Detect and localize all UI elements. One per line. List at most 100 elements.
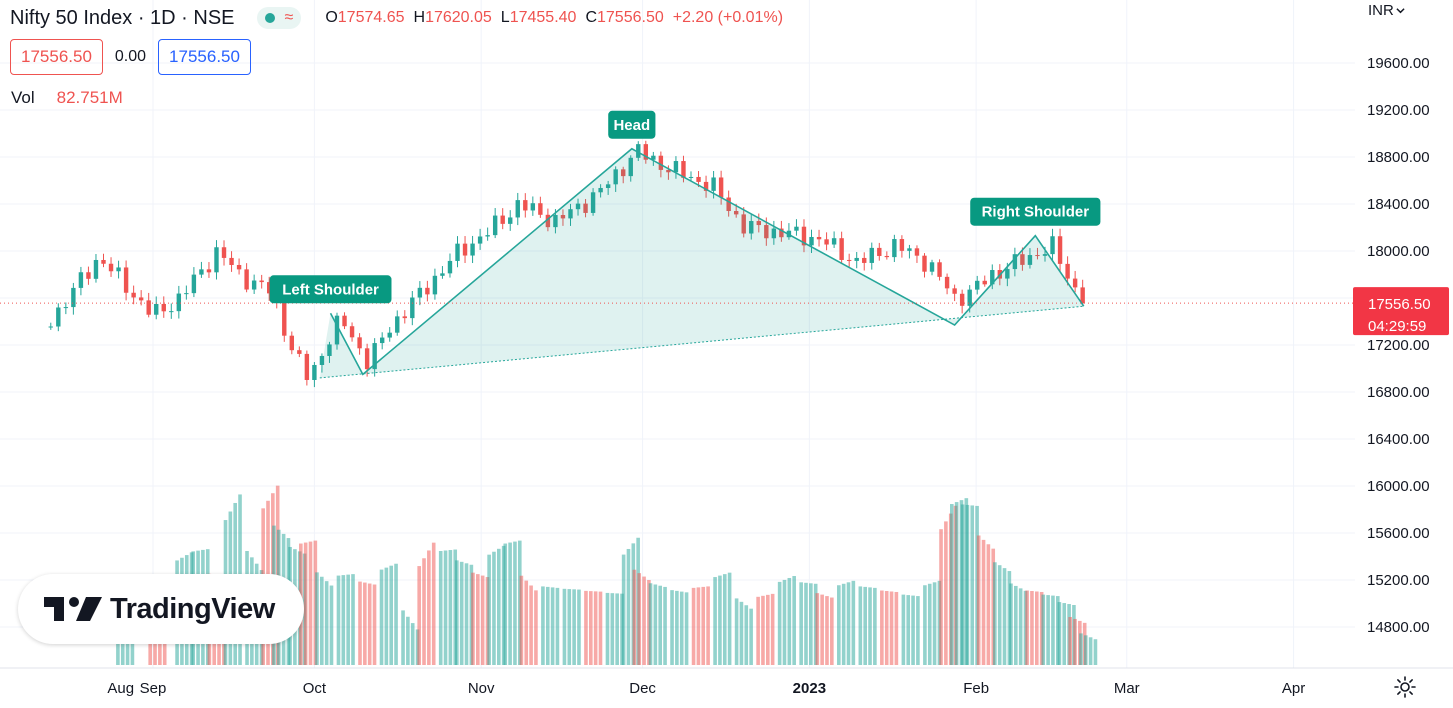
candle-body [334,315,340,345]
time-tick-label: Apr [1282,680,1305,697]
volume-bar [815,593,820,665]
candle-body [191,274,197,294]
candle-body [312,364,317,380]
candle-body [86,272,91,279]
candle-body [485,235,490,237]
candle-body [515,200,520,218]
volume-bar [519,575,524,665]
candle-body [1080,287,1085,304]
volume-bar [911,595,915,665]
volume-bar [804,582,808,665]
tradingview-logo[interactable]: TradingView [18,574,304,644]
candle-body [824,239,829,245]
candle-body [892,239,897,258]
candle-body [364,348,370,370]
open-label: O [325,9,338,26]
symbol-title[interactable]: Nifty 50 Index · 1D · NSE [10,6,235,29]
volume-bar [950,504,954,665]
volume-bar [648,583,653,665]
price-tick-label: 18400.00 [1367,196,1430,213]
candle-body [470,243,475,256]
volume-bar [464,563,469,665]
candle-body [372,343,377,370]
candle-body [771,228,777,239]
volume-bar [1025,590,1029,665]
volume-bar [567,589,572,665]
price-tick-label: 19600.00 [1367,55,1430,72]
candle-body [658,155,664,170]
volume-bar [358,581,362,665]
sell-price-button[interactable]: 17556.50 [10,39,103,75]
candle-body [56,307,61,327]
candle-body [440,273,445,276]
volume-bar [684,592,689,665]
candle-body [914,248,920,256]
time-tick-label: Mar [1114,680,1140,697]
volume-bar [642,576,646,665]
price-tick-label: 16000.00 [1367,478,1430,495]
volume-bar [1030,591,1034,665]
volume-bar [722,574,727,665]
gear-icon[interactable] [1393,675,1417,699]
candle-body [583,203,588,213]
grid-lines [0,0,1355,668]
volume-bar [873,587,877,665]
volume-bar [965,504,970,665]
volume-bar [858,586,863,665]
volume-bar [846,582,851,665]
volume-bar [372,584,377,665]
volume-label: Vol [11,88,35,107]
candle-body [63,307,69,309]
candle-body [598,187,603,193]
volume-bar [1046,595,1050,665]
buy-price-button[interactable]: 17556.50 [158,39,251,75]
candle-body [71,287,76,308]
candle-body [666,169,671,173]
open-value: 17574.65 [337,9,405,26]
candle-body [899,239,905,251]
candle-body [417,287,423,298]
volume-bar [653,584,658,665]
currency-menu[interactable]: INR [1368,2,1405,19]
volume-bar [901,594,906,665]
volume-bar [932,582,937,665]
volume-legend[interactable]: Vol 82.751M [11,88,123,108]
volume-bar [766,594,770,665]
volume-bar [894,591,899,665]
candle-body [854,257,859,261]
volume-bar [459,561,464,665]
candle-body [975,280,980,290]
candle-body [236,264,242,270]
volume-bar [830,597,834,665]
candle-body [1012,254,1018,270]
market-status-dot-icon [264,13,275,23]
candle-body [1005,269,1010,279]
market-status-pill[interactable]: ≈ [256,7,302,29]
annotation-box [269,275,392,304]
price-axis: 14800.00 15200.00 15600.00 16000.00 16400.00… [1367,55,1430,636]
candle-body [161,303,166,312]
volume-bar [605,592,610,665]
volume-bar [1051,595,1055,665]
volume-bar [706,586,710,665]
candle-body [779,228,784,238]
volume-bar [329,585,334,665]
candle-body [229,257,234,265]
candle-body [530,203,536,211]
volume-bar [545,586,550,665]
candle-body [688,176,694,178]
candle-body [154,303,159,315]
volume-bar [389,565,394,665]
time-tick-label: Dec [629,680,656,697]
candle-body [726,197,731,212]
volume-bar [906,595,911,665]
high-value: 17620.05 [425,9,492,26]
candle-body [146,300,151,315]
price-tick-label: 18800.00 [1367,149,1430,166]
candle-body [327,344,332,356]
volume-bar [406,616,410,665]
candle-body [907,248,912,251]
candle-body [410,297,415,319]
volume-bar [615,593,619,665]
annotation-box [608,110,656,139]
